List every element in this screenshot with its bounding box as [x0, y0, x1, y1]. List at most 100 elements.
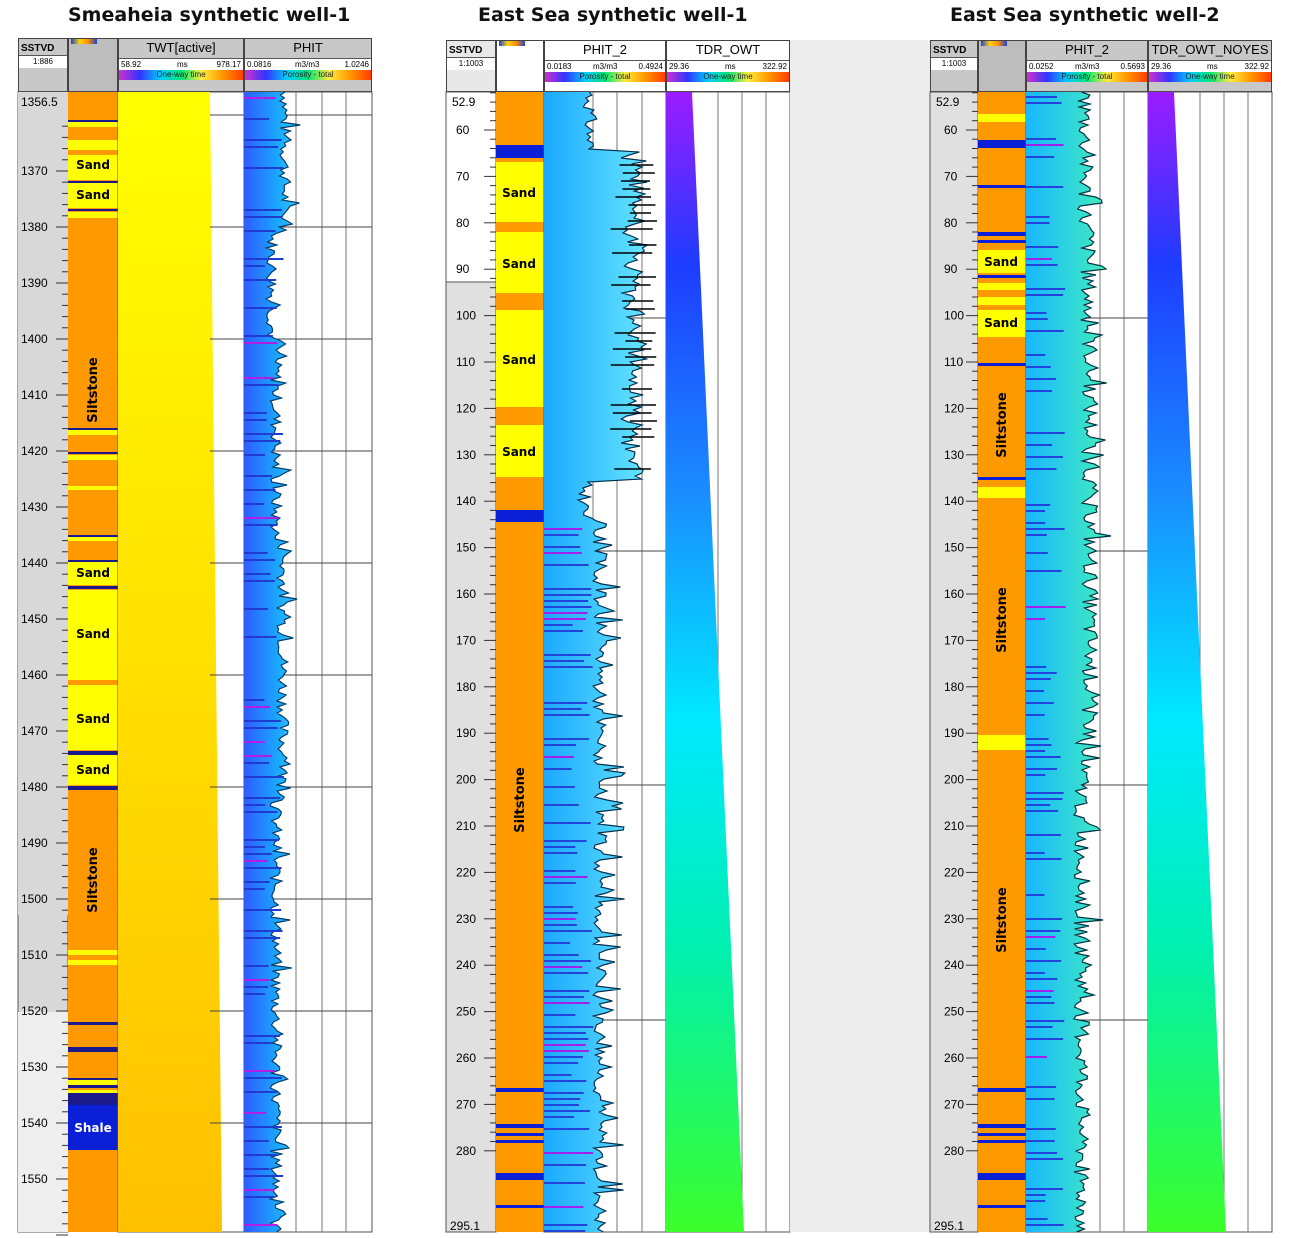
p1-depth-tick: 1440: [21, 556, 48, 570]
p3-depth-tick: 110: [944, 355, 963, 369]
p1-depth-top-label: 1356.5: [21, 95, 58, 109]
p3-phit-streak: [1026, 102, 1062, 104]
p2-depth-tick: 130: [456, 448, 476, 462]
p3-phit-max: 0.5693: [1120, 62, 1145, 71]
lith-label: Siltstone: [995, 392, 1010, 458]
p3-phit-streak: [1026, 810, 1059, 812]
sand-layer: [68, 950, 118, 955]
p2-depth-tick: 80: [456, 216, 470, 230]
p2-depth-tick: 190: [456, 726, 476, 740]
sand-layer: [68, 562, 118, 585]
p3-phit-fill: [1026, 92, 1111, 1232]
p2-phit-streak: [544, 912, 578, 914]
p1-phit-streak: [244, 839, 280, 841]
p1-depth-name: SSTVD: [21, 43, 55, 54]
p2-phit-streak: [544, 1230, 586, 1232]
p3-phit-header: PHIT_2 0.0252 m3/m3 0.5693 Porosity - to…: [1026, 40, 1148, 92]
p3-depth-tick: 210: [944, 819, 964, 833]
p3-phit-streak: [1026, 288, 1065, 290]
p1-phit-streak: [244, 1196, 274, 1198]
p3-phit-streak: [1026, 294, 1064, 296]
p3-depth-tick: 260: [944, 1051, 964, 1065]
sand-layer: [68, 590, 118, 680]
p1-phit-streak: [244, 699, 265, 701]
p3-phit-streak: [1026, 522, 1046, 524]
p3-phit-streak: [1026, 258, 1052, 260]
p1-phit-name: PHIT: [293, 40, 323, 55]
title-east-sea-1: East Sea synthetic well-1: [478, 4, 748, 26]
p1-depth-tick: 1410: [21, 388, 48, 402]
p1-phit-track: [243, 91, 373, 1233]
p1-depth-tick: 1510: [21, 948, 48, 962]
p1-twt-fill: [118, 92, 222, 1232]
shale-layer: [496, 1205, 544, 1208]
p2-lith-header: [496, 40, 544, 92]
p2-depth-top-label: 52.9: [452, 95, 476, 109]
p1-phit-streak: [244, 965, 269, 967]
p1-phit-streak: [244, 573, 271, 575]
sand-layer: [68, 140, 118, 150]
sand-layer: [496, 425, 544, 477]
p2-phit-streak: [544, 972, 589, 974]
p3-phit-streak: [1026, 1056, 1047, 1058]
shale-layer: [978, 1140, 1026, 1143]
p1-phit-streak: [244, 776, 284, 778]
p2-phit-streak: [544, 1092, 584, 1094]
sand-layer: [68, 122, 118, 127]
p1-phit-streak: [244, 797, 281, 799]
p3-phit-streak: [1026, 216, 1050, 218]
p1-phit-streak: [244, 706, 271, 708]
p2-phit-streak: [544, 942, 571, 944]
p1-phit-streak: [244, 342, 278, 344]
sand-layer: [496, 310, 544, 407]
thin-layer: [68, 120, 118, 122]
p2-phit-streak: [544, 876, 588, 878]
p1-depth-tick: 1520: [21, 1004, 48, 1018]
p2-phit-curve: [576, 91, 650, 1233]
p1-phit-streak: [244, 804, 266, 806]
p2-depth-tick: 200: [456, 773, 476, 787]
p3-phit-streak: [1026, 804, 1051, 806]
p3-depth-tick: 190: [944, 726, 964, 740]
p2-phit-streak: [544, 564, 589, 566]
p2-phit-streak: [544, 1038, 589, 1040]
p2-depth-tick: 260: [456, 1051, 476, 1065]
p2-phit-streak: [544, 1062, 579, 1064]
p3-depth-scale: 1:1003: [931, 57, 977, 70]
p2-depth-track-top: [445, 91, 497, 283]
p1-phit-streak: [244, 454, 266, 456]
p2-depth-tick: 240: [456, 958, 476, 972]
p1-lithology-column: [68, 92, 118, 1232]
p3-phit-streak: [1026, 1140, 1055, 1142]
p2-depth-tick: 220: [456, 865, 476, 879]
p3-phit-streak: [1026, 378, 1056, 380]
p3-depth-tick: 180: [944, 680, 964, 694]
panel-smeaheia: 1356.5 1370 1380 1390 1400 1410 1420 1430 1440 14…: [17, 91, 373, 1236]
p1-depth-tick: 1400: [21, 332, 48, 346]
p3-phit-streak: [1026, 978, 1058, 980]
thin-layer: [68, 1085, 118, 1088]
p2-phit-streak: [544, 1152, 594, 1154]
p3-phit-streak: [1026, 456, 1064, 458]
shale-layer: [496, 510, 544, 522]
p3-phit-streak: [1026, 354, 1046, 356]
lith-legend-strip: [499, 41, 525, 46]
lith-label: Sand: [502, 186, 536, 200]
p2-phit-streak: [544, 768, 572, 770]
p3-phit-streak: [1026, 960, 1062, 962]
p2-depth-tick: 270: [456, 1097, 476, 1111]
p3-phit-streak: [1026, 264, 1058, 266]
p1-phit-streak: [244, 1189, 275, 1191]
shale-layer: [978, 275, 1026, 278]
p2-phit-colorbar: Porosity - total: [545, 72, 665, 82]
p1-phit-streak: [244, 1042, 273, 1044]
p3-owt-max: 322.92: [1244, 62, 1269, 71]
p2-phit-streak: [544, 1164, 587, 1166]
thin-layer: [68, 1078, 118, 1080]
p1-phit-streak: [244, 1175, 284, 1177]
p3-phit-streak: [1026, 702, 1054, 704]
p1-phit-streak: [244, 937, 281, 939]
p3-phit-streak: [1026, 750, 1046, 752]
p2-phit-name: PHIT_2: [582, 42, 628, 57]
